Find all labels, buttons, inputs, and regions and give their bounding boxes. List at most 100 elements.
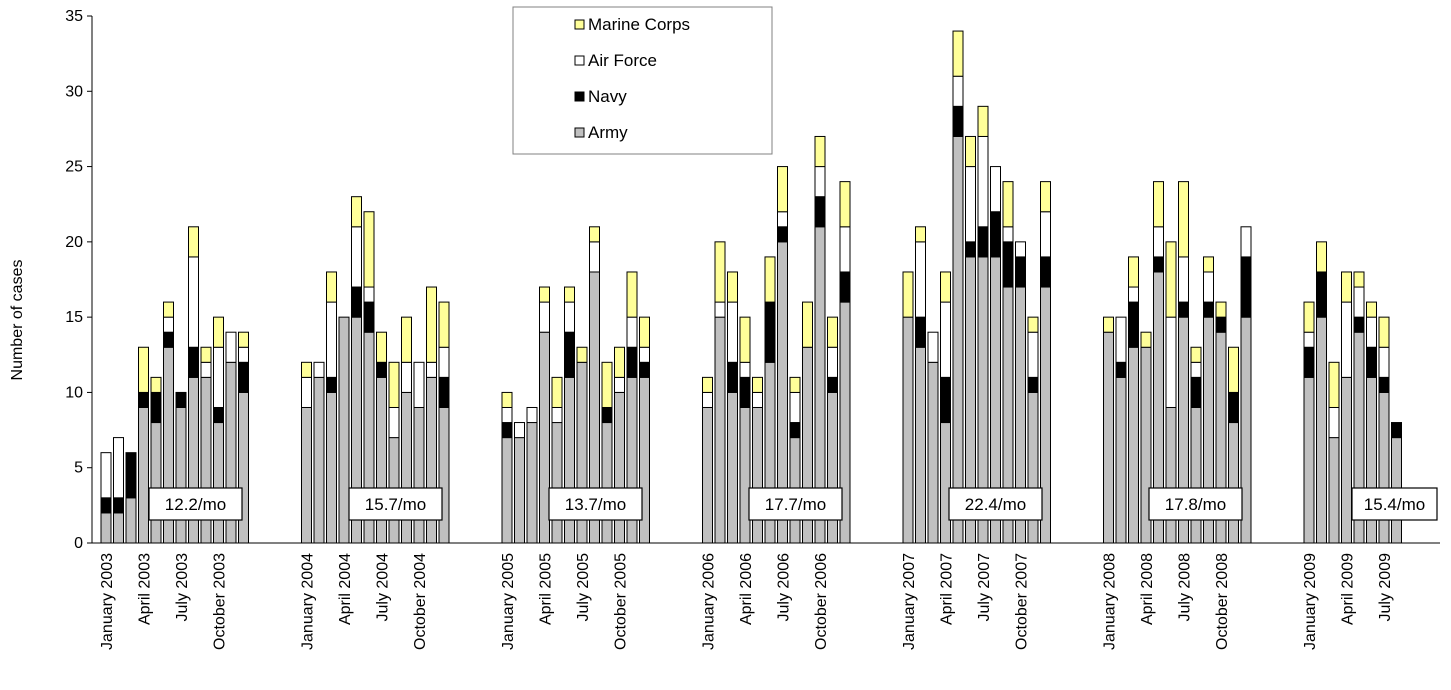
bar-segment-navy: [188, 346, 199, 378]
bar-segment-air-force: [1341, 301, 1352, 378]
x-tick-label: October 2008: [1214, 553, 1231, 650]
bar-segment-air-force: [714, 301, 726, 318]
y-tick-label: 20: [65, 234, 83, 251]
bar-segment-army: [940, 422, 951, 544]
yearly-average-badge: 22.4/mo: [948, 487, 1043, 521]
legend-item: Army: [574, 123, 628, 142]
bar-segment-marine-corps: [1353, 271, 1365, 288]
x-tick-label: July 2006: [776, 553, 793, 622]
bar-segment-marine-corps: [965, 135, 976, 168]
bar-segment-army: [1341, 376, 1352, 544]
bar-segment-air-force: [1178, 256, 1189, 303]
bar-segment-marine-corps: [363, 211, 375, 288]
legend-label: Air Force: [588, 51, 657, 70]
bar-segment-army: [539, 331, 550, 544]
bar-segment-air-force: [1240, 226, 1252, 258]
bar-segment-marine-corps: [1303, 301, 1315, 333]
bar-segment-navy: [965, 241, 976, 258]
yearly-average-badge: 17.8/mo: [1148, 487, 1243, 521]
bar-segment-navy: [739, 376, 751, 408]
bar-segment-army: [714, 316, 726, 544]
bar-segment-marine-corps: [1165, 241, 1177, 318]
bar-segment-army: [927, 361, 939, 544]
bar-segment-air-force: [1378, 346, 1390, 378]
average-badge-box: [1148, 487, 1243, 521]
legend-item: Air Force: [574, 51, 657, 70]
bar-segment-marine-corps: [163, 301, 174, 318]
bar-segment-army: [326, 391, 337, 544]
bar-segment-marine-corps: [301, 361, 312, 378]
average-badge-box: [148, 487, 243, 521]
bar-segment-army: [702, 406, 713, 544]
bar-segment-army: [301, 406, 312, 544]
x-tick-label: April 2005: [538, 553, 555, 625]
bar-segment-air-force: [564, 301, 575, 333]
bar-segment-air-force: [526, 406, 538, 424]
bar-segment-marine-corps: [188, 226, 199, 258]
bar-segment-air-force: [752, 391, 763, 408]
bar-segment-air-force: [200, 361, 212, 378]
bar-segment-marine-corps: [401, 316, 412, 363]
bar-segment-marine-corps: [1128, 256, 1139, 288]
average-badge-box: [1351, 487, 1438, 521]
bar-segment-air-force: [990, 166, 1001, 213]
bar-segment-marine-corps: [1153, 181, 1164, 228]
bar-segment-air-force: [301, 376, 312, 408]
bar-segment-marine-corps: [438, 301, 450, 348]
x-tick-label: July 2009: [1377, 553, 1394, 622]
bar-segment-air-force: [426, 361, 437, 378]
bar-segment-navy: [138, 391, 149, 408]
bar-segment-army: [739, 406, 751, 544]
bar-segment-marine-corps: [138, 346, 149, 393]
bar-segment-marine-corps: [915, 226, 926, 243]
bar-segment-navy: [1353, 316, 1365, 333]
bar-segment-marine-corps: [952, 30, 964, 77]
bar-segment-navy: [564, 331, 575, 378]
bar-segment-air-force: [1115, 316, 1127, 363]
bar-segment-air-force: [501, 406, 513, 424]
bar-segment-air-force: [940, 301, 951, 378]
bar-segment-air-force: [639, 346, 650, 363]
bar-segment-marine-corps: [1027, 316, 1039, 333]
bar-segment-marine-corps: [839, 181, 851, 228]
bar-segment-army: [501, 437, 513, 544]
x-tick-label: January 2008: [1102, 553, 1119, 650]
bar-segment-air-force: [401, 361, 412, 393]
x-tick-label: April 2004: [337, 553, 354, 625]
bar-segment-marine-corps: [1002, 181, 1014, 228]
bar-segment-marine-corps: [589, 226, 600, 243]
bar-segment-marine-corps: [551, 376, 563, 408]
x-tick-label: April 2008: [1139, 553, 1156, 625]
bar-segment-marine-corps: [576, 346, 588, 363]
bar-segment-marine-corps: [739, 316, 751, 363]
bar-segment-navy: [150, 391, 162, 424]
legend-swatch: [574, 55, 585, 66]
bar-segment-army: [175, 406, 187, 544]
x-tick-label: October 2004: [412, 553, 429, 650]
bar-segment-air-force: [438, 346, 450, 378]
bar-segment-marine-corps: [213, 316, 224, 348]
bar-segment-air-force: [702, 391, 713, 408]
bar-segment-navy: [1128, 301, 1139, 348]
bar-segment-navy: [213, 406, 224, 424]
bar-segment-air-force: [326, 301, 337, 378]
y-tick-label: 0: [74, 535, 83, 552]
bar-segment-marine-corps: [727, 271, 738, 303]
bar-segment-air-force: [589, 241, 600, 273]
bar-segment-navy: [438, 376, 450, 408]
bar-segment-air-force: [100, 452, 112, 499]
bar-segment-air-force: [1303, 331, 1315, 348]
bar-segment-army: [338, 316, 350, 544]
x-tick-label: July 2003: [174, 553, 191, 622]
bar-segment-navy: [326, 376, 337, 393]
bar-segment-marine-corps: [614, 346, 625, 378]
x-tick-label: April 2009: [1340, 553, 1357, 625]
bar-segment-army: [752, 406, 763, 544]
x-tick-label: July 2004: [375, 553, 392, 622]
x-tick-label: January 2004: [300, 553, 317, 650]
bar-segment-marine-corps: [1203, 256, 1214, 273]
bar-segment-navy: [1002, 241, 1014, 288]
yearly-average-badge: 15.7/mo: [348, 487, 443, 521]
average-badge-box: [348, 487, 443, 521]
bar-segment-air-force: [1027, 331, 1039, 378]
